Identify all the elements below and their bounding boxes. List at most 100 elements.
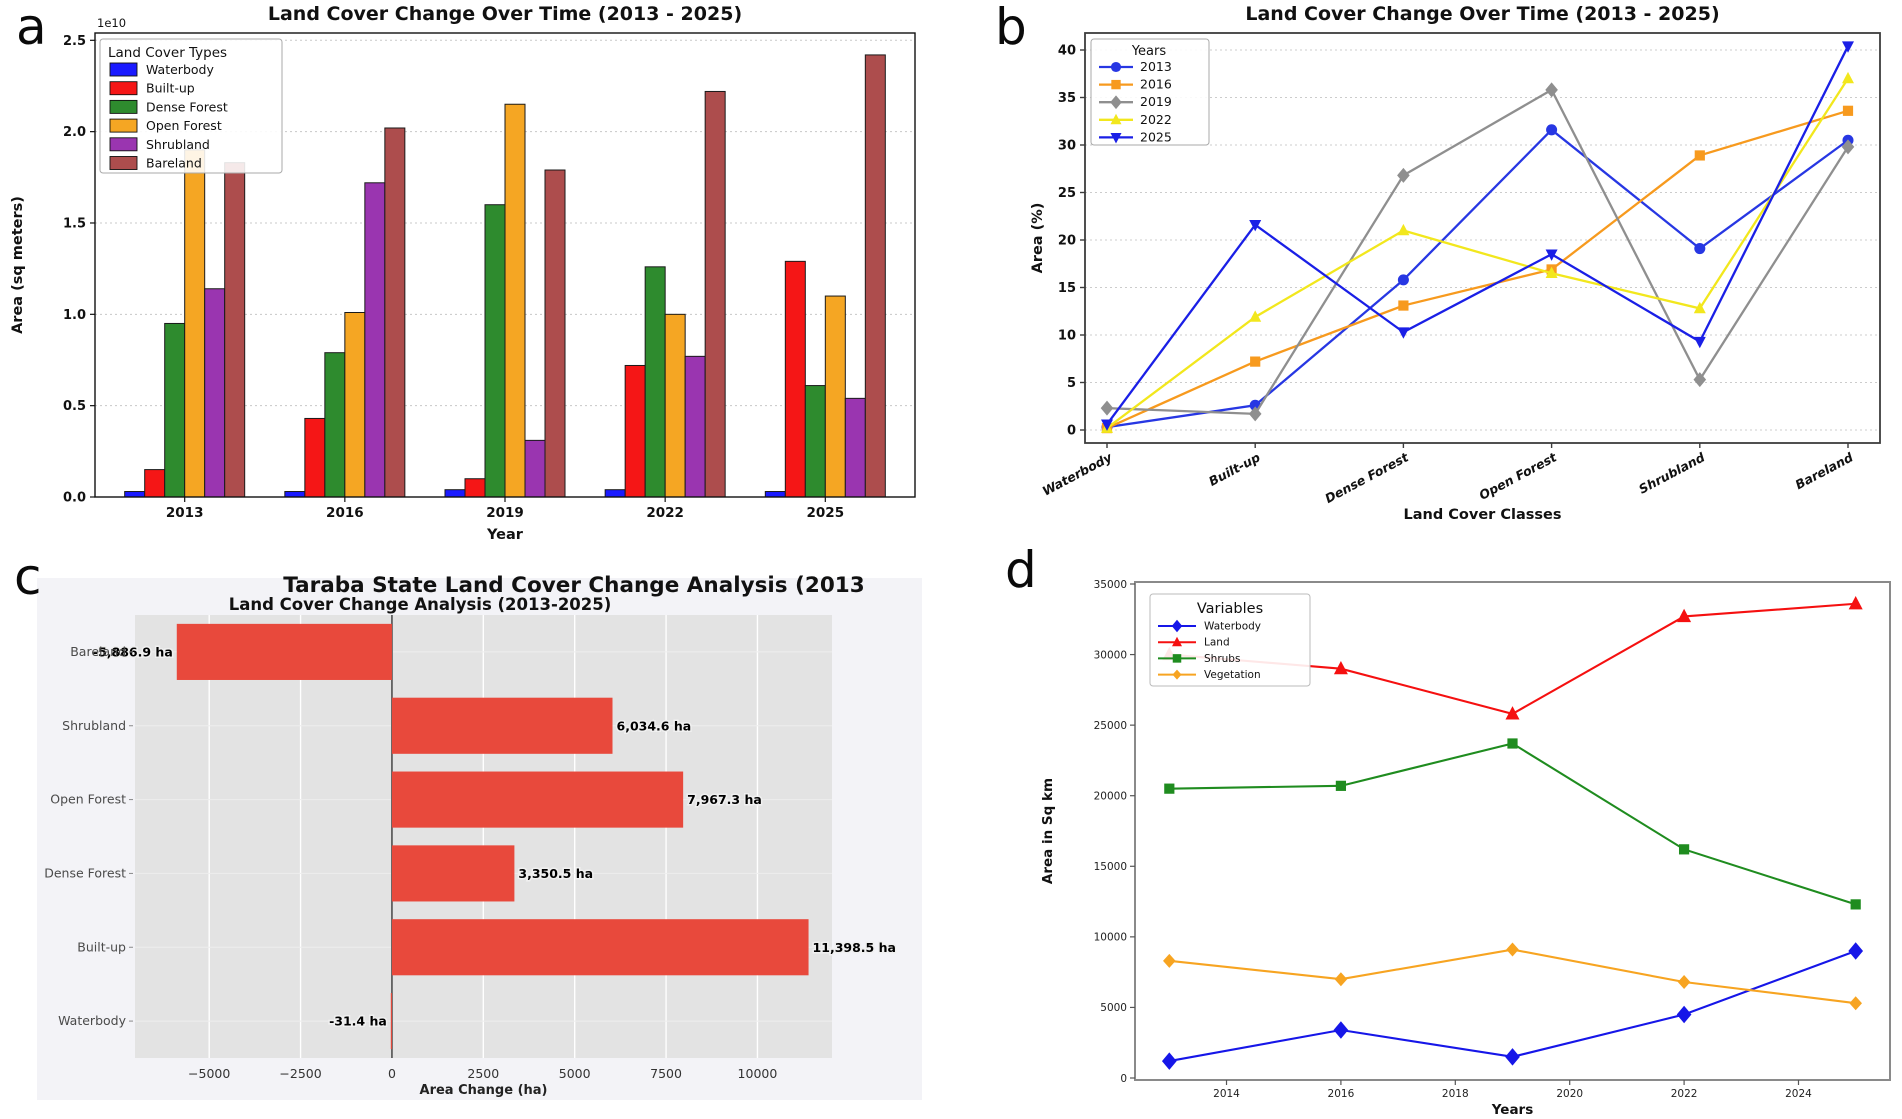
svg-text:Bareland: Bareland [1793,449,1857,492]
line-2016 [1106,109,1849,430]
svg-text:Built-up: Built-up [146,81,195,96]
line-2025 [1106,45,1850,425]
bar-bareland-2022 [704,90,726,498]
chart-d: 0 5000 10000 15000 20000 25000 30000 35000 2014 2… [1040,579,1891,1118]
svg-text:40: 40 [1058,44,1076,59]
hbar-dense-forest [391,845,515,902]
svg-text:Open Forest: Open Forest [1476,449,1559,503]
svg-text:2025: 2025 [807,505,845,521]
bar-dense-forest-2016 [324,352,346,498]
svg-text:Waterbody: Waterbody [1040,449,1115,499]
bar-open-forest-2022 [664,313,686,498]
bar-value-label: 11,398.5 ha [813,940,896,955]
svg-text:0.5: 0.5 [63,399,86,414]
panel-c-subtitle: Land Cover Change Analysis (2013-2025) [229,595,612,614]
svg-text:2.5: 2.5 [63,34,86,49]
svg-text:1.5: 1.5 [63,216,86,231]
panel-label-a: a [16,0,47,56]
hbar-waterbody [390,993,392,1050]
bar-waterbody-2019 [444,489,466,498]
svg-text:Shrubland: Shrubland [1636,449,1708,497]
panel-c-title: Taraba State Land Cover Change Analysis … [283,573,864,598]
panel-label-c: c [14,548,42,606]
svg-text:2024: 2024 [1785,1088,1812,1100]
panel-d-xlabel: Years [1491,1102,1534,1118]
svg-text:1.0: 1.0 [63,308,86,323]
legend-title: Years [1131,44,1167,59]
bar-built-up-2022 [624,364,646,498]
panel-label-d: d [1005,541,1037,599]
svg-text:20000: 20000 [1094,791,1127,803]
svg-text:Shrubs: Shrubs [1204,653,1240,665]
bar-waterbody-2022 [604,489,626,498]
svg-text:2016: 2016 [1140,77,1172,92]
svg-text:30: 30 [1058,139,1076,154]
svg-text:35000: 35000 [1094,579,1127,591]
svg-text:2022: 2022 [1671,1088,1698,1100]
bar-bareland-2016 [384,127,406,498]
hbar-shrubland [391,697,613,754]
axis-offset-text: 1e10 [97,16,126,30]
svg-text:7500: 7500 [650,1066,682,1081]
line-shrubs [1169,742,1857,906]
svg-text:−2500: −2500 [279,1066,321,1081]
svg-text:0: 0 [388,1066,396,1081]
svg-text:Waterbody: Waterbody [146,62,214,77]
bar-open-forest-2019 [504,103,526,498]
bar-bareland-2025 [864,54,886,498]
panel-b-xlabel: Land Cover Classes [1404,507,1562,523]
svg-text:0.0: 0.0 [63,491,86,506]
svg-text:2.0: 2.0 [63,125,86,140]
svg-text:15000: 15000 [1094,861,1127,873]
svg-text:2016: 2016 [326,505,364,521]
line-2019 [1106,88,1849,416]
panel-a-title: Land Cover Change Over Time (2013 - 2025… [268,3,742,25]
svg-text:Dense Forest: Dense Forest [44,865,126,880]
svg-text:20: 20 [1058,234,1076,249]
svg-text:Land: Land [1204,637,1230,649]
svg-text:Bareland: Bareland [70,644,126,659]
panel-b-title: Land Cover Change Over Time (2013 - 2025… [1245,3,1719,25]
bar-value-label: -31.4 ha [329,1014,387,1029]
panel-d-legend: Variables Waterbody Land Shrubs Vegetation [1149,593,1311,687]
bar-built-up-2019 [464,478,486,498]
bar-bareland-2019 [544,169,566,498]
svg-text:Waterbody: Waterbody [1204,621,1261,633]
hbar-bareland [176,623,392,680]
svg-text:2022: 2022 [646,505,684,521]
panel-a-xlabel: Year [486,527,524,543]
svg-text:Waterbody: Waterbody [58,1013,126,1028]
bar-built-up-2016 [304,417,326,498]
panel-c-xlabel: Area Change (ha) [420,1083,548,1098]
bar-built-up-2013 [144,469,166,498]
svg-text:10000: 10000 [1094,932,1127,944]
bar-waterbody-2016 [284,491,306,498]
svg-text:Dense Forest: Dense Forest [1322,449,1411,506]
bar-dense-forest-2019 [484,204,506,498]
svg-text:2020: 2020 [1556,1088,1583,1100]
bar-open-forest-2016 [344,311,366,498]
svg-text:5000: 5000 [559,1066,591,1081]
svg-text:0: 0 [1067,424,1076,439]
hbar-open-forest [391,771,684,828]
svg-text:Open Forest: Open Forest [146,118,222,133]
svg-text:25: 25 [1058,186,1076,201]
svg-text:0: 0 [1120,1073,1127,1085]
line-2013 [1106,128,1849,429]
bar-shrubland-2019 [524,439,546,498]
bar-waterbody-2013 [124,491,146,498]
bar-open-forest-2013 [184,149,206,498]
svg-text:Vegetation: Vegetation [1204,669,1261,681]
hbar-built-up [391,919,809,976]
bar-dense-forest-2013 [164,322,186,498]
svg-text:Shrubland: Shrubland [62,718,126,733]
svg-text:2025: 2025 [1140,129,1172,144]
svg-text:−5000: −5000 [188,1066,230,1081]
bar-dense-forest-2022 [644,266,666,498]
svg-text:2014: 2014 [1213,1088,1240,1100]
